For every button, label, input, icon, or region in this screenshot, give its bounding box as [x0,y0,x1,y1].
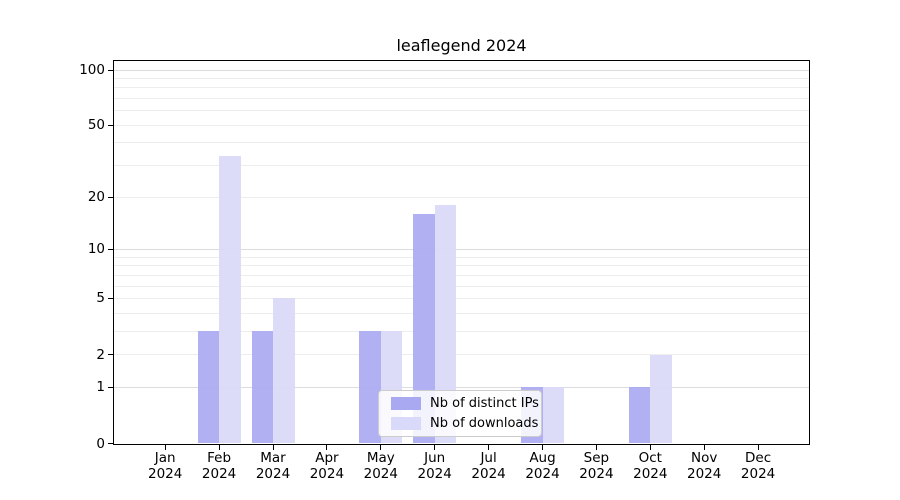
gridline-minor-30 [113,165,810,167]
x-tick-label-feb: Feb 2024 [201,449,237,482]
x-tick-label-mar: Mar 2024 [255,449,291,482]
y-tick-5 [108,297,113,299]
gridline-major-100 [113,69,810,71]
bar-ips-may [359,331,381,444]
y-tick-label-0: 0 [96,435,105,452]
y-tick-50 [108,124,113,126]
x-tick-label-apr: Apr 2024 [309,449,345,482]
bar-ips-mar [251,331,273,444]
gridline-minor-50 [113,124,810,126]
gridline-minor-40 [113,142,810,144]
y-tick-label-100: 100 [79,62,105,78]
bar-downloads-oct [650,354,672,444]
y-tick-label-5: 5 [96,290,105,307]
gridline-minor-7 [113,274,810,276]
x-tick-label-jan: Jan 2024 [148,449,183,482]
gridline-minor-4 [113,312,810,314]
x-tick-nov [703,444,705,450]
x-tick-feb [218,444,220,450]
chart-title: leaflegend 2024 [396,36,527,55]
gridline-minor-5 [113,297,810,299]
x-tick-sep [595,444,597,450]
y-tick-100 [108,69,113,71]
y-tick-label-10: 10 [87,241,105,258]
legend-item-downloads: Nb of downloads [391,416,538,431]
bar-ips-feb [197,331,220,444]
x-tick-oct [649,444,651,450]
gridline-minor-60 [113,110,810,112]
gridline-minor-20 [113,196,810,198]
legend-swatch-downloads [391,417,421,430]
y-tick-label-20: 20 [87,189,105,206]
x-tick-label-may: May 2024 [363,449,398,482]
bar-downloads-jun [434,205,457,444]
gridline-major-1 [113,386,810,388]
legend-label-downloads: Nb of downloads [430,416,539,431]
bar-ips-jun [413,214,435,444]
y-tick-label-2: 2 [96,346,105,363]
x-tick-label-jun: Jun 2024 [417,449,452,482]
gridline-minor-90 [113,77,810,79]
bar-downloads-mar [273,298,295,444]
legend-label-distinct-ips: Nb of distinct IPs [430,396,539,411]
x-tick-aug [542,444,543,450]
y-tick-10 [108,248,113,250]
gridline-minor-3 [113,330,810,332]
x-tick-mar [272,444,274,450]
x-tick-label-nov: Nov 2024 [687,449,722,482]
gridline-minor-70 [113,98,810,100]
y-tick-2 [108,354,113,356]
gridline-minor-8 [113,265,810,267]
legend: Nb of distinct IPs Nb of downloads [378,390,542,437]
x-tick-label-aug: Aug 2024 [525,449,560,482]
gridline-major-10 [113,248,810,250]
y-tick-1 [108,386,113,388]
gridline-minor-6 [113,285,810,287]
bar-ips-oct [628,387,651,444]
gridline-minor-80 [113,87,810,89]
x-tick-jan [164,444,166,450]
gridline-minor-9 [113,256,810,258]
y-tick-0 [108,443,113,444]
bar-downloads-aug [542,387,564,444]
gridline-minor-2 [113,354,810,356]
x-tick-may [380,444,382,450]
y-tick-20 [108,196,113,198]
x-tick-label-sep: Sep 2024 [579,449,614,482]
x-tick-label-dec: Dec 2024 [740,449,776,482]
x-tick-label-oct: Oct 2024 [633,449,668,482]
bar-downloads-feb [219,155,241,444]
x-tick-apr [326,444,328,450]
legend-swatch-distinct-ips [391,397,421,410]
y-tick-label-1: 1 [96,379,105,396]
x-tick-jul [488,444,490,450]
x-tick-jun [434,444,436,450]
x-tick-dec [757,444,759,450]
legend-item-distinct-ips: Nb of distinct IPs [391,396,539,411]
x-tick-label-jul: Jul 2024 [471,449,506,482]
y-tick-label-50: 50 [87,117,105,134]
